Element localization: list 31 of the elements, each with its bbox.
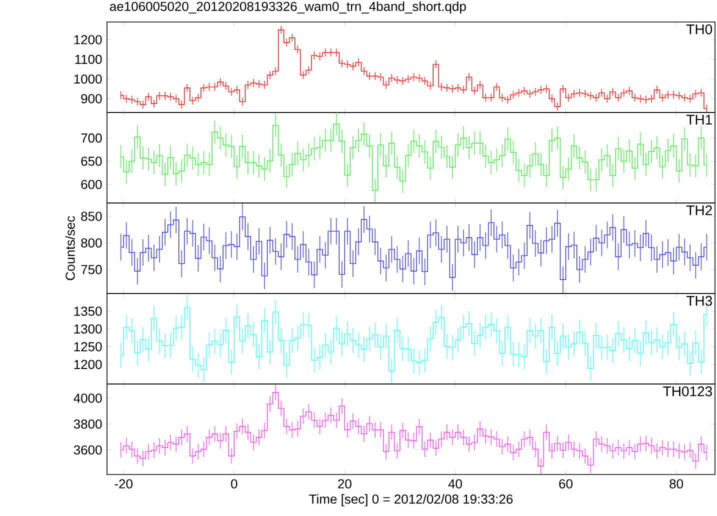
x-tick-label: 0 [231, 479, 238, 488]
x-tick-label: 20 [338, 479, 352, 488]
y-tick-label: 3600 [74, 445, 102, 455]
y-tick-label: 750 [81, 264, 102, 274]
y-tick-label: 1300 [74, 324, 102, 334]
series-label: TH1 [686, 114, 712, 125]
text: TH0123 [663, 386, 712, 396]
y-tick-label: 1200 [74, 360, 102, 370]
y-tick-label: 1200 [74, 35, 102, 44]
y-tick-label: 1350 [74, 306, 102, 316]
x-tick-label: -20 [114, 479, 132, 488]
chart-title: ae106005020_20120208193326_wam0_trn_4band_short.qdp [110, 1, 466, 14]
y-tick-label: 600 [81, 180, 102, 190]
y-tick-label: 650 [81, 156, 102, 166]
series-label: TH3 [686, 296, 712, 306]
y-tick-label: 1250 [74, 342, 102, 352]
text: TH0 [686, 24, 712, 34]
y-tick-label: 3800 [74, 419, 102, 429]
y-axis-title: Counts/sec [65, 216, 75, 280]
y-tick-label: 1100 [75, 54, 102, 64]
text: TH2 [686, 205, 712, 216]
x-tick-label: 40 [448, 479, 462, 488]
y-tick-label: 800 [81, 238, 102, 248]
y-tick-label: 900 [81, 94, 102, 104]
x-axis-title: Time [sec] 0 = 2012/02/08 19:33:26 [309, 494, 513, 506]
y-tick-label: 700 [81, 133, 102, 143]
y-tick-label: 1000 [74, 74, 102, 84]
y-tick-label: 4000 [74, 394, 102, 403]
y-tick-label: 850 [81, 212, 102, 221]
x-tick-label: 60 [559, 479, 572, 488]
x-tick-label: 80 [670, 479, 684, 488]
